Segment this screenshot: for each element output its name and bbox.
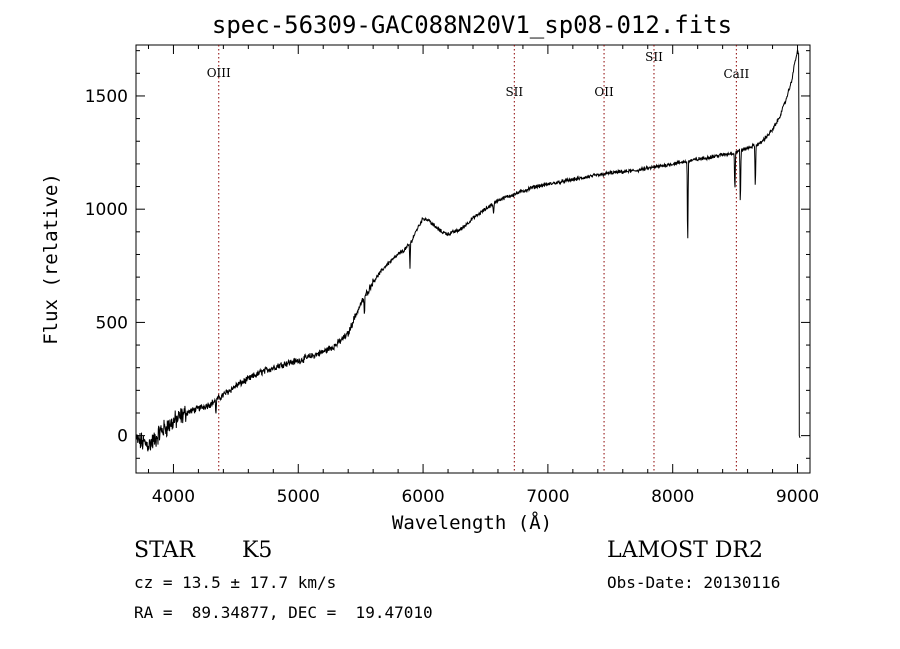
redshift-velocity: cz = 13.5 ± 17.7 km/s	[134, 573, 337, 592]
x-tick-label: 9000	[776, 487, 819, 507]
y-tick-label: 0	[117, 427, 128, 447]
coordinates: RA = 89.34877, DEC = 19.47010	[134, 603, 433, 622]
object-type: STAR	[134, 538, 195, 563]
survey-name: LAMOST DR2	[607, 538, 763, 563]
line-marker-label: OII	[594, 85, 614, 99]
y-tick-label: 1000	[85, 200, 128, 220]
observation-date: Obs-Date: 20130116	[607, 573, 781, 592]
x-axis-label: Wavelength (Å)	[392, 511, 552, 534]
y-tick-label: 500	[96, 313, 128, 333]
spectrum-series	[136, 49, 801, 452]
chart-title: spec-56309-GAC088N20V1_sp08-012.fits	[212, 11, 732, 39]
y-axis-label: Flux (relative)	[40, 173, 62, 345]
x-tick-label: 7000	[526, 487, 569, 507]
line-marker-label: CaII	[723, 67, 749, 81]
y-tick-label: 1500	[85, 87, 128, 107]
line-marker-label: SII	[645, 50, 663, 64]
line-markers: OIII SII OII SII CaII	[207, 45, 750, 473]
spectrum-line	[136, 49, 801, 452]
line-marker-label: OIII	[207, 66, 231, 80]
x-tick-label: 6000	[401, 487, 444, 507]
x-tick-label: 5000	[277, 487, 320, 507]
x-tick-label: 8000	[651, 487, 694, 507]
x-tick-label: 4000	[152, 487, 195, 507]
y-axis: 0 500 1000 1500	[85, 50, 810, 459]
object-subclass: K5	[242, 538, 273, 563]
plot-frame	[135, 44, 811, 474]
line-marker-label: SII	[505, 85, 523, 99]
x-axis: 4000 5000 6000 7000 8000 9000	[147, 45, 819, 507]
